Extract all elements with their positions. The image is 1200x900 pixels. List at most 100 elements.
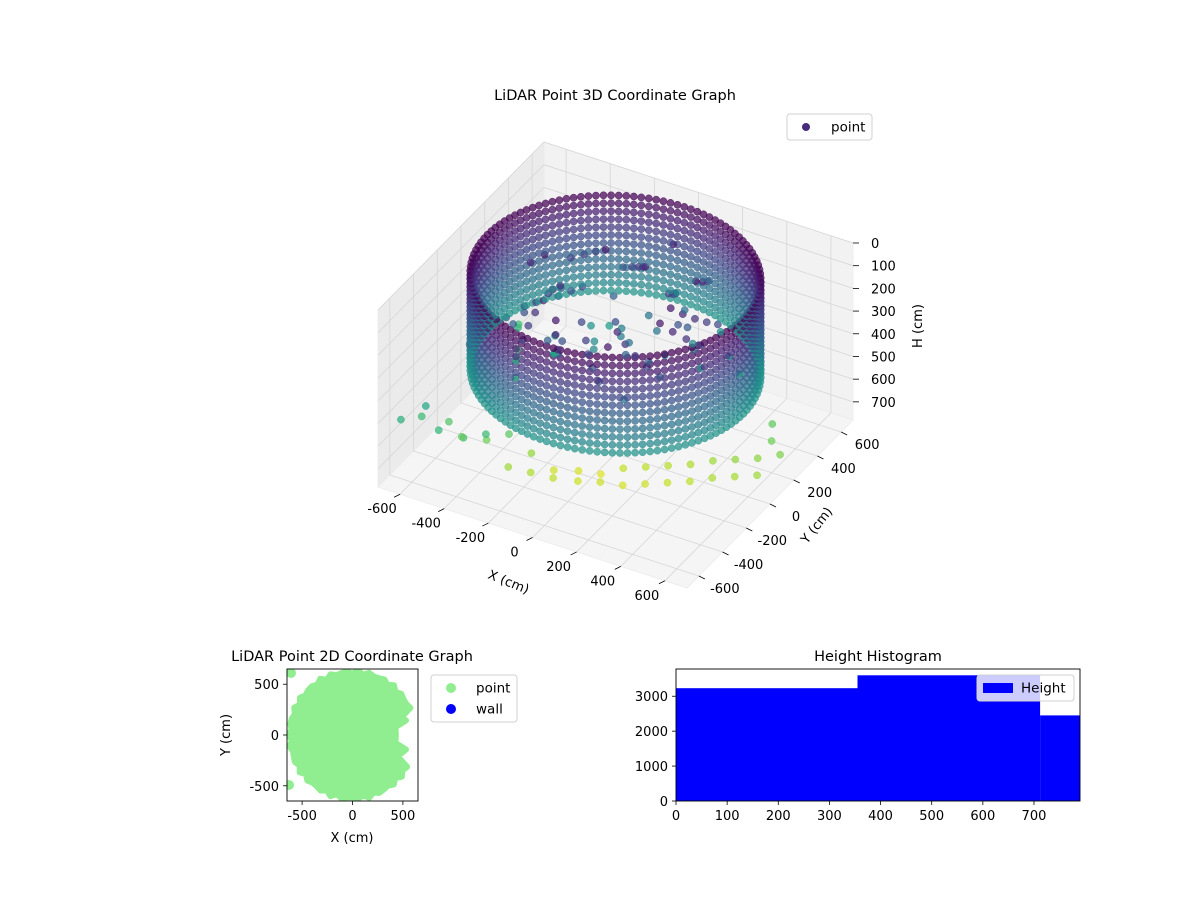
point-marker (666, 246, 675, 255)
point-marker (556, 378, 565, 386)
point-marker (666, 304, 675, 313)
point-marker (637, 288, 646, 297)
point-marker (608, 377, 617, 386)
point-marker (622, 239, 631, 248)
point-marker (683, 323, 692, 332)
point-marker (569, 209, 578, 218)
point-marker (592, 231, 600, 240)
point-marker (614, 231, 623, 239)
point-marker (688, 383, 696, 392)
point-marker (571, 365, 579, 374)
point-marker (593, 416, 602, 424)
point-marker (652, 267, 661, 276)
point-marker (600, 416, 609, 425)
chart-3d-legend-marker (802, 123, 810, 131)
point-marker (681, 417, 690, 425)
point-marker (630, 240, 638, 248)
point-marker (551, 330, 560, 339)
point-marker (607, 199, 615, 207)
point-marker (652, 235, 661, 244)
point-marker (578, 398, 587, 407)
point-marker (562, 242, 571, 251)
point-marker (680, 226, 689, 235)
point-marker (592, 191, 600, 200)
chart-3d-ticks: -600 -400 -200 0 200 400 600 -600 -400 -200 0 200 40… (367, 237, 896, 604)
point-marker (542, 429, 551, 438)
point-marker (716, 327, 725, 336)
point-marker (555, 251, 564, 260)
point-marker (528, 203, 537, 212)
histogram-legend-swatch (983, 683, 1013, 693)
point-marker (535, 225, 543, 234)
point-marker (541, 223, 550, 232)
point-marker (584, 208, 593, 216)
point-marker (667, 428, 676, 437)
point-marker (607, 239, 615, 247)
grid-line-y (413, 450, 723, 553)
point-marker (637, 241, 646, 249)
point-marker (652, 219, 661, 228)
point-marker (585, 415, 594, 424)
point-marker (693, 239, 702, 248)
point-marker (504, 463, 513, 471)
point-marker (660, 445, 669, 454)
point-marker (646, 447, 654, 456)
point-marker (630, 232, 638, 240)
point-marker (638, 376, 647, 385)
point-marker (528, 243, 537, 252)
chart-3d-xlabel: X (cm) (486, 568, 531, 598)
point-marker (563, 435, 572, 444)
histogram-ticks: 0 100 200 300 400 500 600 700 0 1000 2000 3000 (635, 690, 1046, 824)
point-marker (652, 291, 661, 299)
point-marker (563, 419, 572, 428)
point-marker (593, 360, 602, 369)
point-marker (600, 361, 609, 369)
point-marker (680, 250, 689, 259)
x-tick-label: 600 (635, 589, 660, 604)
point-marker (667, 444, 676, 452)
x-tick-mark (658, 580, 666, 585)
point-marker (563, 395, 572, 404)
point-marker (660, 413, 669, 422)
point-marker (673, 208, 682, 217)
point-marker (622, 192, 631, 200)
point-marker (637, 249, 646, 257)
point-marker (638, 384, 647, 393)
point-marker (631, 385, 639, 394)
point-marker (585, 423, 594, 431)
point-marker (542, 421, 551, 430)
point-marker (630, 287, 638, 296)
point-marker (542, 397, 551, 406)
point-marker (681, 353, 690, 362)
point-marker (653, 327, 661, 335)
point-marker (607, 207, 615, 215)
point-marker (630, 248, 638, 256)
point-marker (659, 221, 668, 229)
point-marker (584, 200, 593, 208)
point-marker (585, 439, 594, 447)
point-marker (549, 376, 558, 384)
point-marker (569, 193, 578, 202)
point-marker (607, 231, 615, 239)
z-tick-label: 700 (871, 396, 896, 411)
point-marker (578, 430, 587, 438)
point-marker (693, 255, 702, 264)
point-marker (645, 218, 653, 227)
point-marker (542, 358, 551, 366)
point-marker (681, 409, 690, 417)
point-marker (622, 207, 631, 216)
point-marker (562, 194, 571, 203)
point-marker (681, 361, 690, 370)
point-marker (608, 425, 617, 433)
point-marker (638, 361, 647, 369)
point-marker (693, 287, 702, 295)
point-marker (681, 385, 690, 394)
point-marker (645, 281, 653, 290)
point-marker (666, 222, 675, 231)
point-marker (584, 216, 593, 224)
point-marker (542, 350, 551, 358)
point-marker (578, 366, 587, 375)
point-marker (584, 223, 593, 232)
point-marker (616, 377, 624, 386)
point-marker (693, 231, 702, 240)
